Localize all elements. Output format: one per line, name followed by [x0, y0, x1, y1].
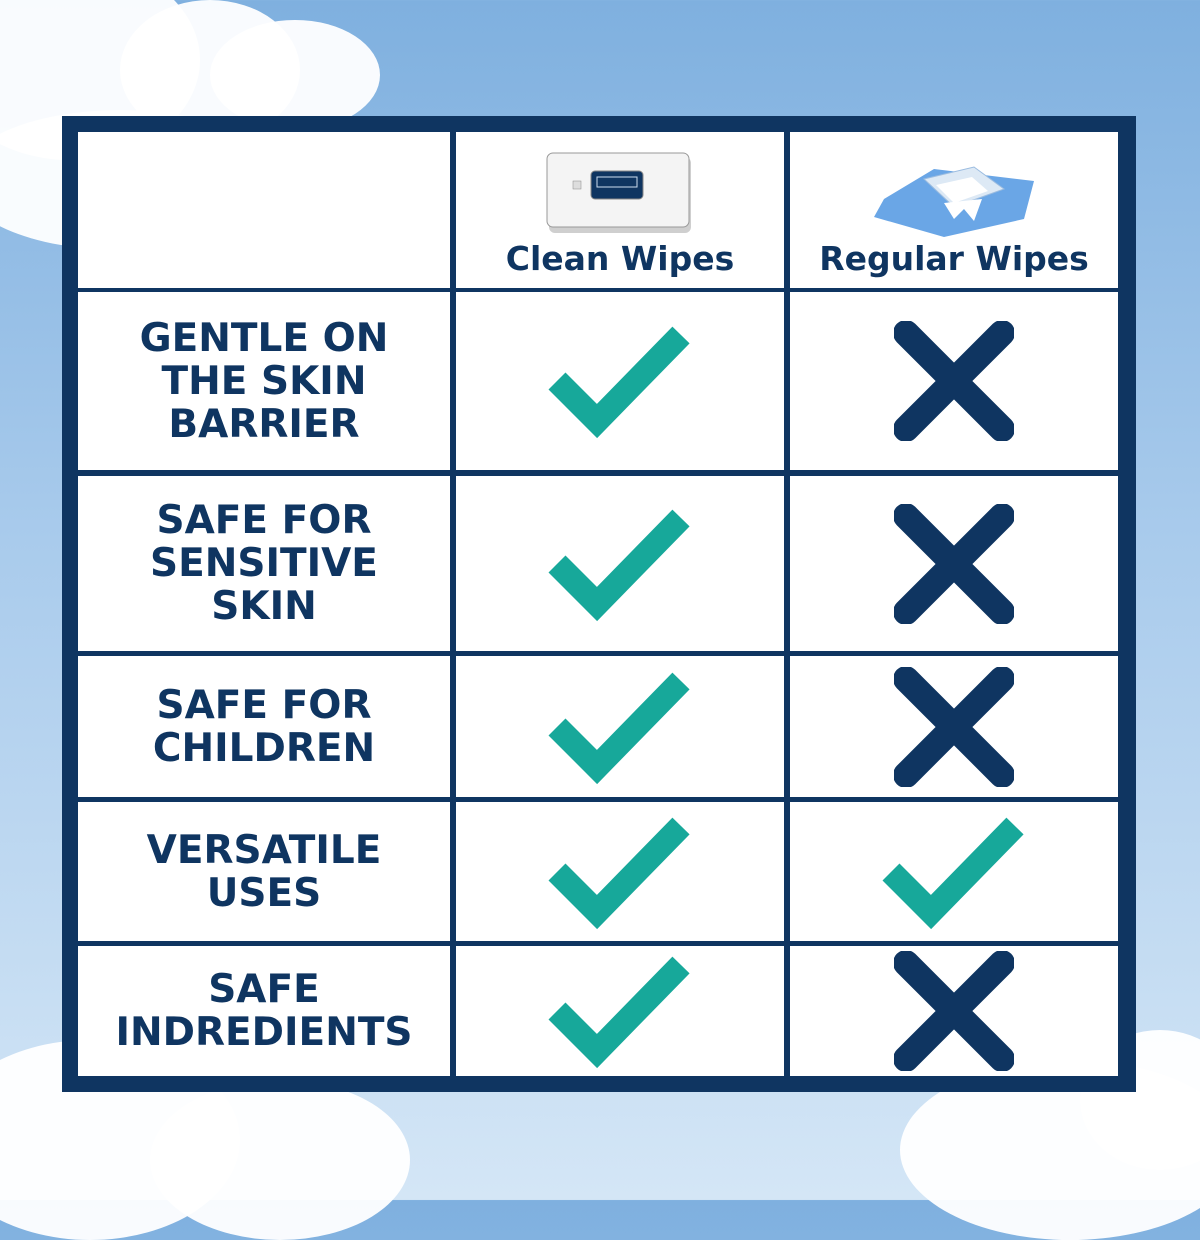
- regular-wipes-cell: [790, 802, 1118, 941]
- regular-wipes-cell: [790, 476, 1118, 651]
- clean-wipes-cell: [456, 476, 784, 651]
- regular-wipes-cell: [790, 292, 1118, 470]
- cross-icon: [894, 503, 1014, 624]
- clean-wipes-pack-image: [546, 152, 691, 233]
- check-icon: [545, 504, 695, 624]
- regular-wipes-pack-image: [874, 166, 1034, 237]
- clean-wipes-cell: [456, 656, 784, 797]
- check-icon: [879, 812, 1029, 932]
- check-icon: [545, 951, 695, 1071]
- row-label-cell: SAFE FOR SENSITIVE SKIN: [78, 476, 450, 651]
- row-label-cell: VERSATILE USES: [78, 802, 450, 941]
- column-title: Clean Wipes: [505, 239, 735, 278]
- column-title: Regular Wipes: [819, 239, 1089, 278]
- clean-wipes-cell: [456, 946, 784, 1076]
- clean-wipes-cell: [456, 802, 784, 941]
- header-clean-wipes: Clean Wipes: [456, 132, 784, 288]
- check-icon: [545, 667, 695, 787]
- cross-icon: [894, 321, 1014, 441]
- header-empty-cell: [78, 132, 450, 288]
- check-icon: [545, 812, 695, 932]
- header-regular-wipes: Regular Wipes: [790, 132, 1118, 288]
- check-icon: [545, 321, 695, 441]
- row-label-cell: GENTLE ON THE SKIN BARRIER: [78, 292, 450, 470]
- row-label-cell: SAFE INDREDIENTS: [78, 946, 450, 1076]
- row-label: VERSATILE USES: [146, 827, 382, 916]
- row-label: GENTLE ON THE SKIN BARRIER: [139, 315, 389, 447]
- regular-wipes-cell: [790, 656, 1118, 797]
- row-label-cell: SAFE FOR CHILDREN: [78, 656, 450, 797]
- cross-icon: [894, 666, 1014, 787]
- row-label: SAFE FOR CHILDREN: [152, 682, 376, 771]
- row-label: SAFE FOR SENSITIVE SKIN: [150, 498, 378, 629]
- cross-icon: [894, 951, 1014, 1071]
- regular-wipes-cell: [790, 946, 1118, 1076]
- row-label: SAFE INDREDIENTS: [115, 967, 413, 1055]
- clean-wipes-cell: [456, 292, 784, 470]
